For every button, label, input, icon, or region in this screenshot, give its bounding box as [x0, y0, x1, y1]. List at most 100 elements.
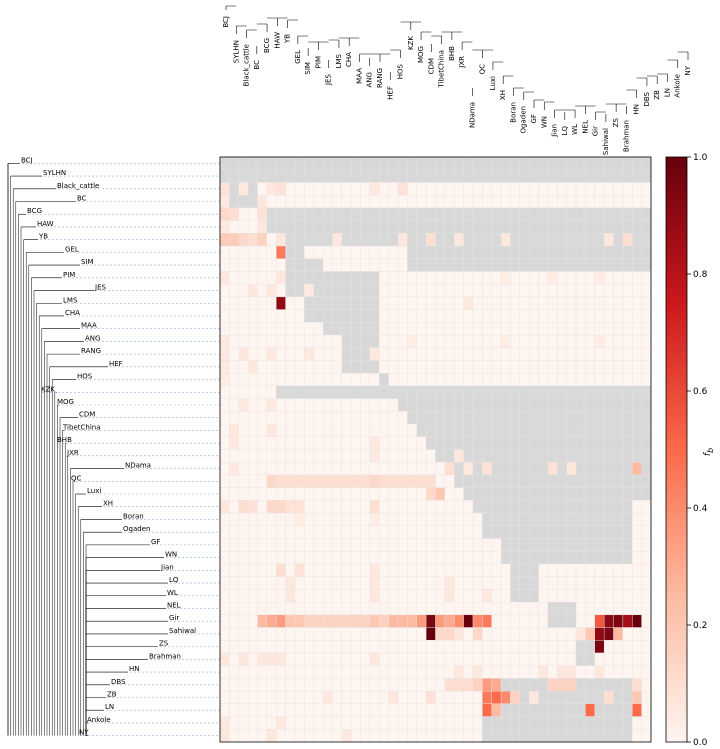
- heatmap-cell: [510, 334, 521, 349]
- heatmap-cell: [622, 729, 633, 743]
- row-label: Ogaden: [123, 525, 150, 533]
- heatmap-cell: [557, 411, 567, 425]
- heatmap-cell: [510, 283, 521, 298]
- heatmap-cell: [425, 411, 436, 425]
- heatmap-cell: [397, 347, 408, 361]
- heatmap-cell: [472, 360, 483, 374]
- heatmap-cell: [622, 462, 633, 476]
- heatmap-cell: [603, 525, 614, 539]
- heatmap-cell: [219, 271, 230, 285]
- heatmap-cell: [641, 207, 652, 221]
- heatmap-cell: [257, 373, 268, 387]
- heatmap-cell: [491, 474, 502, 488]
- heatmap-cell: [519, 385, 530, 399]
- heatmap-cell: [454, 258, 464, 272]
- heatmap-cell: [350, 245, 361, 259]
- heatmap-cell: [322, 538, 333, 552]
- heatmap-cell: [585, 347, 596, 361]
- heatmap-cell: [360, 678, 371, 692]
- heatmap-cell: [266, 690, 277, 705]
- heatmap-cell: [566, 512, 577, 527]
- heatmap-cell: [322, 271, 333, 285]
- heatmap-cell: [369, 487, 380, 501]
- heatmap-cell: [285, 665, 296, 679]
- heatmap-cell: [529, 525, 539, 539]
- heatmap-cell: [575, 194, 586, 209]
- heatmap-cell: [557, 360, 567, 374]
- heatmap-cell: [463, 487, 474, 501]
- heatmap-cell: [341, 716, 352, 730]
- heatmap-cell: [510, 385, 521, 399]
- heatmap-cell: [435, 245, 446, 259]
- heatmap-cell: [491, 589, 502, 603]
- heatmap-cell: [407, 194, 418, 209]
- heatmap-cell: [416, 322, 427, 336]
- heatmap-cell: [276, 207, 286, 221]
- heatmap-cell: [491, 436, 502, 450]
- heatmap-cell: [276, 449, 286, 463]
- heatmap-cell: [313, 500, 324, 514]
- heatmap-cell: [304, 551, 314, 565]
- heatmap-cell: [379, 525, 389, 539]
- heatmap-cell: [285, 309, 296, 323]
- heatmap-cell: [219, 245, 230, 259]
- heatmap-cell: [435, 207, 446, 221]
- heatmap-cell: [416, 601, 427, 616]
- heatmap-cell: [510, 551, 521, 565]
- heatmap-cell: [491, 283, 502, 298]
- heatmap-cell: [350, 576, 361, 590]
- heatmap-cell: [425, 729, 436, 743]
- heatmap-cell: [538, 182, 549, 196]
- heatmap-cell: [425, 169, 436, 183]
- heatmap-cell: [285, 411, 296, 425]
- heatmap-cell: [594, 512, 605, 527]
- heatmap-cell: [425, 652, 436, 666]
- heatmap-cell: [407, 423, 418, 438]
- heatmap-cell: [341, 640, 352, 654]
- heatmap-cell: [257, 729, 268, 743]
- heatmap-cell: [313, 182, 324, 196]
- heatmap-cell: [425, 373, 436, 387]
- heatmap-cell: [332, 169, 343, 183]
- heatmap-cell: [463, 334, 474, 349]
- heatmap-cell: [632, 360, 642, 374]
- heatmap-cell: [276, 334, 286, 349]
- heatmap-cell: [482, 258, 492, 272]
- heatmap-cell: [247, 729, 258, 743]
- heatmap-cell: [566, 207, 577, 221]
- heatmap-cell: [388, 309, 399, 323]
- heatmap-cell: [379, 194, 389, 209]
- heatmap-cell: [510, 296, 521, 310]
- heatmap-cell: [238, 296, 249, 310]
- heatmap-cell: [529, 678, 539, 692]
- heatmap-cell: [247, 347, 258, 361]
- heatmap-cell: [510, 436, 521, 450]
- heatmap-cell: [313, 283, 324, 298]
- heatmap-cell: [266, 652, 277, 666]
- heatmap-cell: [632, 601, 642, 616]
- heatmap-cell: [575, 627, 586, 641]
- heatmap-cell: [425, 322, 436, 336]
- heatmap-cell: [547, 525, 558, 539]
- heatmap-cell: [557, 525, 567, 539]
- heatmap-cell: [603, 271, 614, 285]
- heatmap-cell: [294, 347, 305, 361]
- heatmap-cell: [632, 322, 642, 336]
- heatmap-cell: [613, 627, 624, 641]
- heatmap-cell: [500, 652, 511, 666]
- heatmap-cell: [238, 398, 249, 412]
- heatmap-cell: [397, 678, 408, 692]
- colorbar-tick-label: 0.8: [693, 270, 708, 280]
- heatmap-cell: [519, 627, 530, 641]
- heatmap-cell: [407, 627, 418, 641]
- heatmap-cell: [407, 525, 418, 539]
- heatmap-cell: [416, 716, 427, 730]
- heatmap-cell: [622, 423, 633, 438]
- heatmap-cell: [416, 207, 427, 221]
- heatmap-cell: [285, 589, 296, 603]
- heatmap-cell: [379, 487, 389, 501]
- heatmap-cell: [632, 309, 642, 323]
- heatmap-cell: [566, 487, 577, 501]
- heatmap-cell: [229, 627, 239, 641]
- heatmap-cell: [341, 652, 352, 666]
